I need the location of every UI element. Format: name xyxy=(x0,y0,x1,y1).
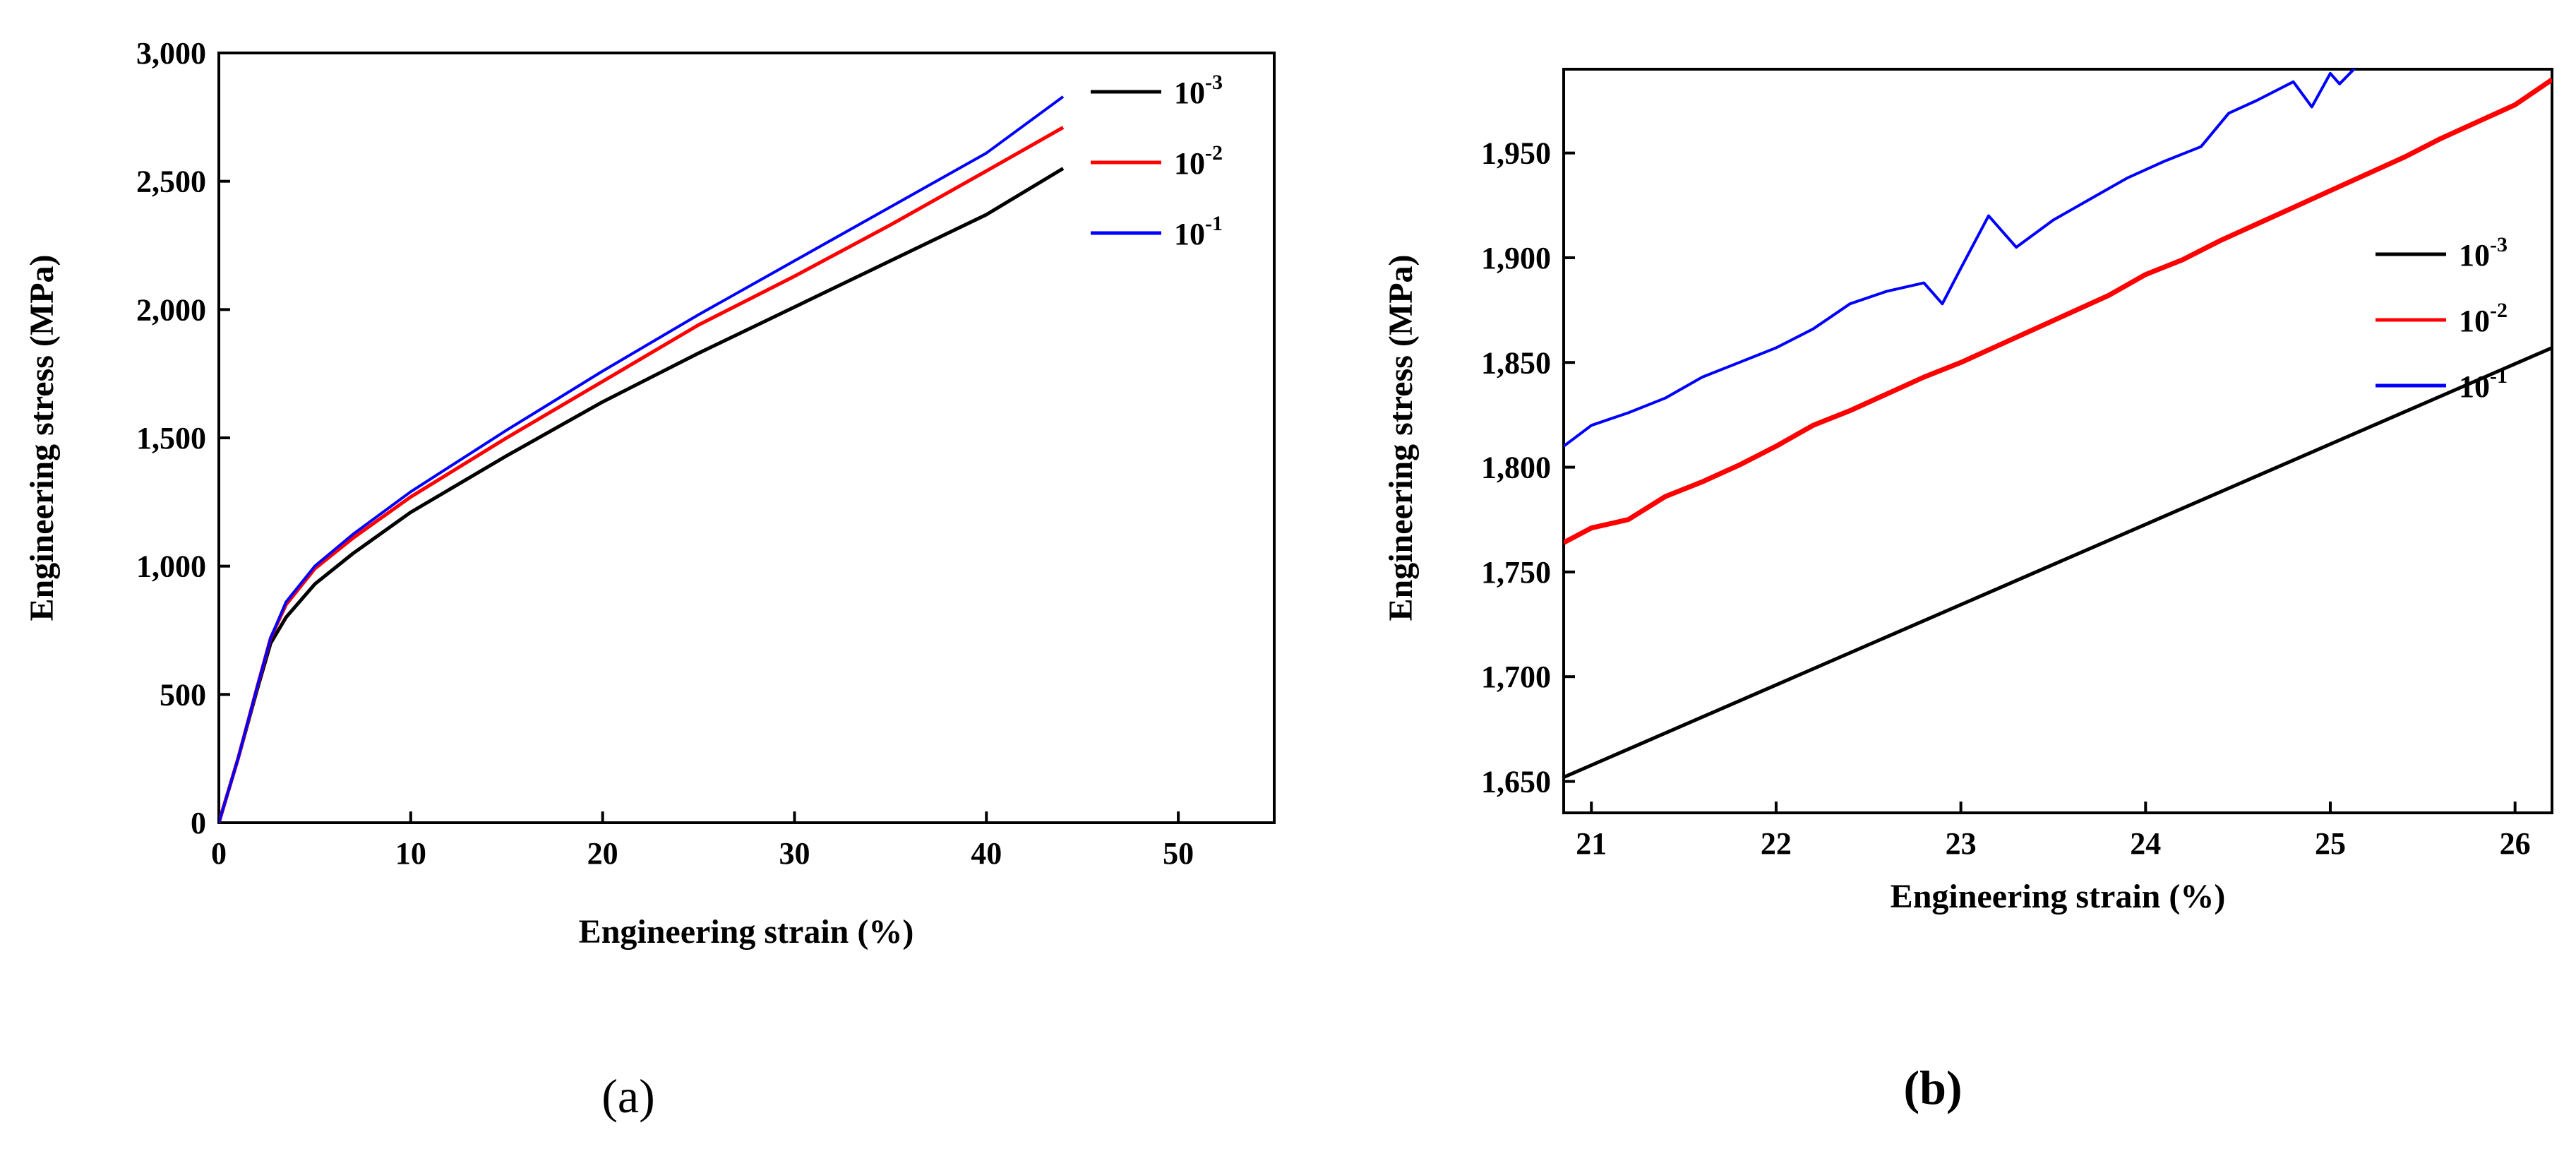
panel-b-series-line-2 xyxy=(1564,69,2356,448)
panel-b-x-tick-label-0: 21 xyxy=(1576,826,1607,861)
legend-exponent: -2 xyxy=(2490,299,2508,322)
panel-b-plot-frame xyxy=(1562,68,2553,814)
panel-a-y-tick-label-5: 2,500 xyxy=(136,165,206,199)
panel-a-x-axis-label: Engineering strain (%) xyxy=(579,913,914,951)
panel-b-series-line-0 xyxy=(1564,346,2552,779)
legend-base: 10 xyxy=(1174,146,1205,181)
panel-b-x-tick-label-3: 24 xyxy=(2130,826,2161,861)
panel-a-x-tick-label-3: 30 xyxy=(779,836,810,871)
panel-a-y-tick-label-3: 1,500 xyxy=(136,421,206,456)
panel-b-ticks: 21 22 23 24 25 26 1,650 1,700 1,750 1,800 1,850 1,9… xyxy=(1481,136,2531,861)
panel-a-x-tick-label-2: 20 xyxy=(587,836,618,871)
legend-base: 10 xyxy=(1174,217,1205,251)
panel-b-y-tick-label-4: 1,850 xyxy=(1481,345,1551,380)
panel-a-plot-frame xyxy=(217,52,1276,824)
legend-base: 10 xyxy=(2459,238,2490,273)
panel-a-y-tick-label-0: 0 xyxy=(191,806,206,840)
legend-base: 10 xyxy=(1174,76,1205,110)
legend-exponent: -3 xyxy=(2490,233,2508,256)
panel-b-y-tick-label-0: 1,650 xyxy=(1481,765,1551,799)
panel-a-legend: 10-310-210-1 xyxy=(1091,71,1223,251)
panel-b-y-tick-label-3: 1,800 xyxy=(1481,451,1551,485)
panel-b-y-axis-label: Engineering stress (MPa) xyxy=(1382,254,1420,621)
panel-b-y-tick-label-6: 1,950 xyxy=(1481,136,1551,171)
panel-b-legend-label-0: 10-3 xyxy=(2459,233,2508,273)
legend-exponent: -3 xyxy=(1205,71,1223,94)
panel-a-x-tick-label-1: 10 xyxy=(395,836,426,871)
panel-b-label: (b) xyxy=(1903,1061,1962,1114)
panel-a-y-tick-label-6: 3,000 xyxy=(136,36,206,71)
panel-a-y-tick-label-4: 2,000 xyxy=(136,292,206,327)
panel-a-legend-label-0: 10-3 xyxy=(1174,71,1223,110)
panel-b-y-tick-label-1: 1,700 xyxy=(1481,660,1551,694)
panel-a-series-line-0 xyxy=(219,167,1065,823)
panel-a-y-axis-label: Engineering stress (MPa) xyxy=(23,254,61,621)
panel-a-label: (a) xyxy=(601,1069,654,1123)
legend-exponent: -1 xyxy=(2490,364,2508,388)
panel-a-y-tick-label-2: 1,000 xyxy=(136,549,206,584)
panel-a-series-line-1 xyxy=(219,126,1065,823)
panel-b: 21 22 23 24 25 26 1,650 1,700 1,750 1,800 1,850 1,9… xyxy=(1382,68,2553,1114)
panel-b-legend-label-2: 10-1 xyxy=(2459,364,2508,404)
panel-a-legend-label-2: 10-1 xyxy=(1174,212,1223,251)
panel-a-lines xyxy=(219,95,1065,823)
legend-exponent: -2 xyxy=(1205,141,1223,165)
legend-base: 10 xyxy=(2459,369,2490,404)
panel-b-lines xyxy=(1564,69,2552,779)
panel-b-series-line-1 xyxy=(1564,77,2552,545)
panel-b-y-tick-label-2: 1,750 xyxy=(1481,555,1551,590)
panel-a-legend-label-1: 10-2 xyxy=(1174,141,1223,181)
panel-a-x-tick-label-4: 40 xyxy=(971,836,1002,871)
panel-b-x-tick-label-2: 23 xyxy=(1946,826,1977,861)
panel-a-series-line-2 xyxy=(219,95,1065,823)
panel-a: 0 10 20 30 40 5005001,0001,5002,0002,5003,000… xyxy=(23,36,1276,1123)
panel-b-y-tick-label-5: 1,900 xyxy=(1481,241,1551,275)
panel-b-legend-label-1: 10-2 xyxy=(2459,299,2508,338)
panel-a-y-tick-label-1: 500 xyxy=(160,677,206,712)
panel-b-x-axis-label: Engineering strain (%) xyxy=(1891,878,2226,915)
panel-b-x-tick-label-4: 25 xyxy=(2315,826,2346,861)
panel-a-x-tick-label-0: 0 xyxy=(211,836,227,871)
panel-b-legend: 10-310-210-1 xyxy=(2376,233,2508,404)
legend-base: 10 xyxy=(2459,304,2490,338)
panel-b-x-tick-label-5: 26 xyxy=(2500,826,2531,861)
panel-b-x-tick-label-1: 22 xyxy=(1761,826,1792,861)
legend-exponent: -1 xyxy=(1205,212,1223,235)
panel-a-x-tick-label-5: 50 xyxy=(1163,836,1194,871)
